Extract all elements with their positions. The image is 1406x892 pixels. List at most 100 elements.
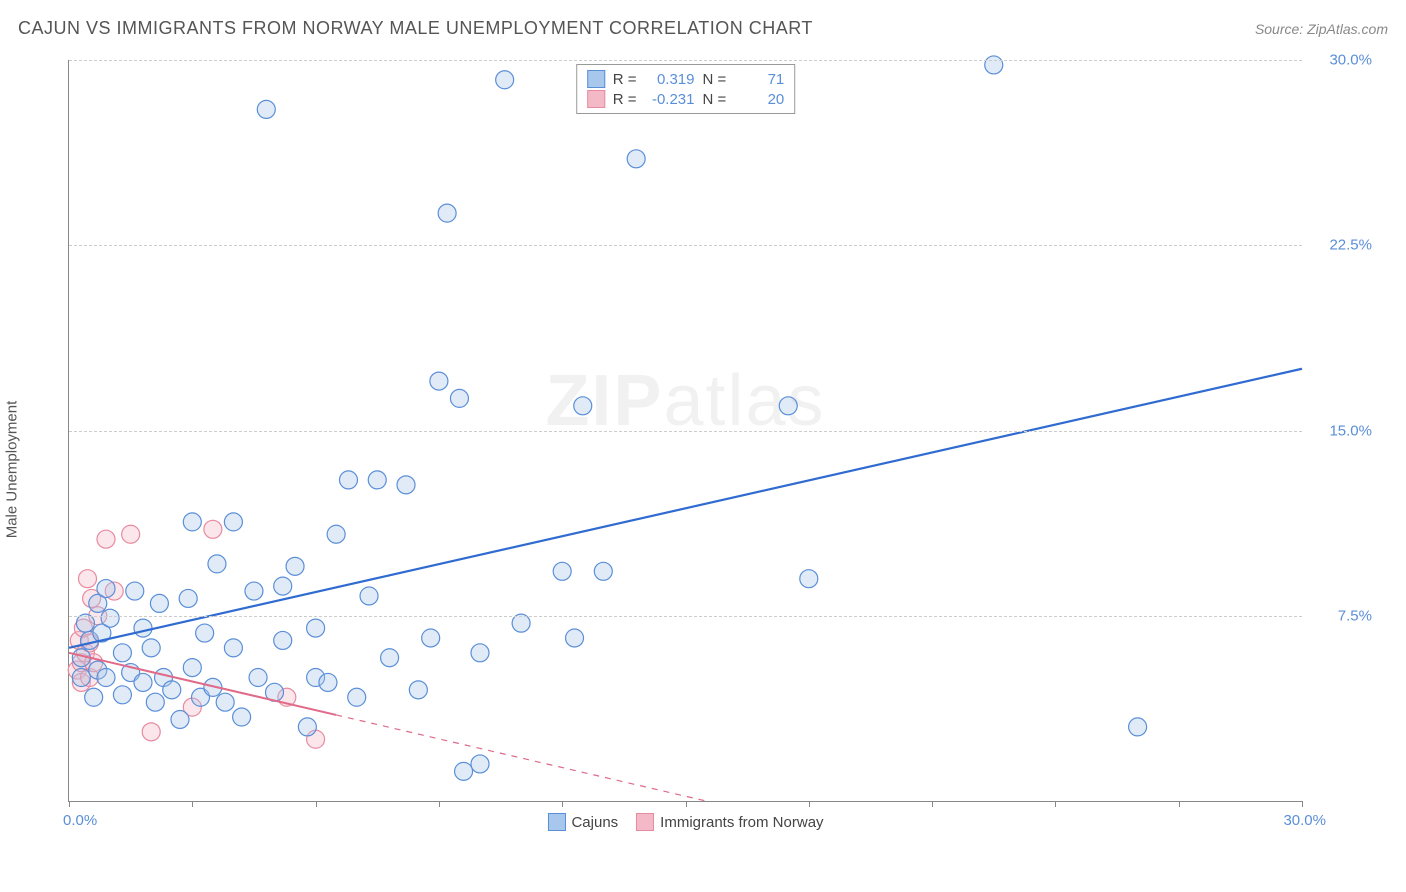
plot-area: ZIPatlas R = 0.319 N = 71 R = -0.231 N =… bbox=[68, 60, 1302, 802]
y-tick-label: 15.0% bbox=[1312, 422, 1372, 439]
data-point bbox=[208, 555, 226, 573]
data-point bbox=[72, 669, 90, 687]
data-point bbox=[134, 673, 152, 691]
data-point bbox=[85, 688, 103, 706]
data-point bbox=[78, 570, 96, 588]
x-tick bbox=[439, 801, 440, 807]
gridline bbox=[69, 616, 1302, 617]
data-point bbox=[339, 471, 357, 489]
swatch-norway-icon bbox=[587, 90, 605, 108]
x-tick bbox=[316, 801, 317, 807]
data-point bbox=[594, 562, 612, 580]
swatch-norway-icon bbox=[636, 813, 654, 831]
data-point bbox=[512, 614, 530, 632]
data-point bbox=[183, 659, 201, 677]
data-point bbox=[183, 513, 201, 531]
data-point bbox=[216, 693, 234, 711]
data-point bbox=[553, 562, 571, 580]
data-point bbox=[196, 624, 214, 642]
swatch-cajuns-icon bbox=[587, 70, 605, 88]
data-point bbox=[113, 686, 131, 704]
x-tick bbox=[686, 801, 687, 807]
data-point bbox=[471, 755, 489, 773]
data-point bbox=[1129, 718, 1147, 736]
x-tick bbox=[192, 801, 193, 807]
x-tick bbox=[1302, 801, 1303, 807]
data-point bbox=[455, 762, 473, 780]
data-point bbox=[224, 639, 242, 657]
data-point bbox=[101, 609, 119, 627]
data-point bbox=[97, 580, 115, 598]
data-point bbox=[113, 644, 131, 662]
series-legend: Cajuns Immigrants from Norway bbox=[547, 813, 823, 831]
data-point bbox=[985, 56, 1003, 74]
data-point bbox=[348, 688, 366, 706]
data-point bbox=[627, 150, 645, 168]
data-point bbox=[122, 525, 140, 543]
data-point bbox=[171, 710, 189, 728]
data-point bbox=[471, 644, 489, 662]
x-tick bbox=[69, 801, 70, 807]
gridline bbox=[69, 431, 1302, 432]
y-tick-label: 22.5% bbox=[1312, 237, 1372, 254]
data-point bbox=[224, 513, 242, 531]
data-point bbox=[126, 582, 144, 600]
data-point bbox=[574, 397, 592, 415]
data-point bbox=[97, 530, 115, 548]
data-point bbox=[97, 669, 115, 687]
legend-item-cajuns: Cajuns bbox=[547, 813, 618, 831]
data-point bbox=[430, 372, 448, 390]
y-axis-label: Male Unemployment bbox=[4, 401, 21, 539]
gridline bbox=[69, 60, 1302, 61]
x-tick bbox=[562, 801, 563, 807]
chart-container: Male Unemployment ZIPatlas R = 0.319 N =… bbox=[50, 60, 1382, 862]
y-tick-label: 30.0% bbox=[1312, 52, 1372, 69]
data-point bbox=[274, 577, 292, 595]
data-point bbox=[245, 582, 263, 600]
y-tick-label: 7.5% bbox=[1312, 607, 1372, 624]
data-point bbox=[76, 614, 94, 632]
data-point bbox=[438, 204, 456, 222]
data-point bbox=[450, 389, 468, 407]
data-point bbox=[381, 649, 399, 667]
data-point bbox=[397, 476, 415, 494]
chart-title: CAJUN VS IMMIGRANTS FROM NORWAY MALE UNE… bbox=[18, 18, 813, 39]
legend-row-norway: R = -0.231 N = 20 bbox=[587, 89, 785, 109]
data-point bbox=[327, 525, 345, 543]
data-point bbox=[134, 619, 152, 637]
data-point bbox=[146, 693, 164, 711]
data-point bbox=[319, 673, 337, 691]
data-point bbox=[368, 471, 386, 489]
data-point bbox=[496, 71, 514, 89]
data-point bbox=[142, 639, 160, 657]
data-point bbox=[274, 631, 292, 649]
trend-line-dashed bbox=[336, 715, 706, 801]
data-point bbox=[800, 570, 818, 588]
x-max-label: 30.0% bbox=[1283, 812, 1326, 829]
data-point bbox=[249, 669, 267, 687]
correlation-legend: R = 0.319 N = 71 R = -0.231 N = 20 bbox=[576, 64, 796, 114]
data-point bbox=[286, 557, 304, 575]
data-point bbox=[150, 594, 168, 612]
data-point bbox=[257, 100, 275, 118]
source-label: Source: ZipAtlas.com bbox=[1255, 21, 1388, 37]
data-point bbox=[163, 681, 181, 699]
data-point bbox=[409, 681, 427, 699]
x-tick bbox=[1179, 801, 1180, 807]
data-point bbox=[298, 718, 316, 736]
swatch-cajuns-icon bbox=[547, 813, 565, 831]
x-tick bbox=[809, 801, 810, 807]
trend-line bbox=[69, 369, 1302, 648]
data-point bbox=[566, 629, 584, 647]
x-min-label: 0.0% bbox=[63, 812, 97, 829]
data-point bbox=[142, 723, 160, 741]
legend-item-norway: Immigrants from Norway bbox=[636, 813, 823, 831]
data-point bbox=[422, 629, 440, 647]
legend-row-cajuns: R = 0.319 N = 71 bbox=[587, 69, 785, 89]
data-point bbox=[307, 619, 325, 637]
x-tick bbox=[1055, 801, 1056, 807]
gridline bbox=[69, 245, 1302, 246]
data-point bbox=[179, 589, 197, 607]
data-point bbox=[204, 520, 222, 538]
data-point bbox=[779, 397, 797, 415]
